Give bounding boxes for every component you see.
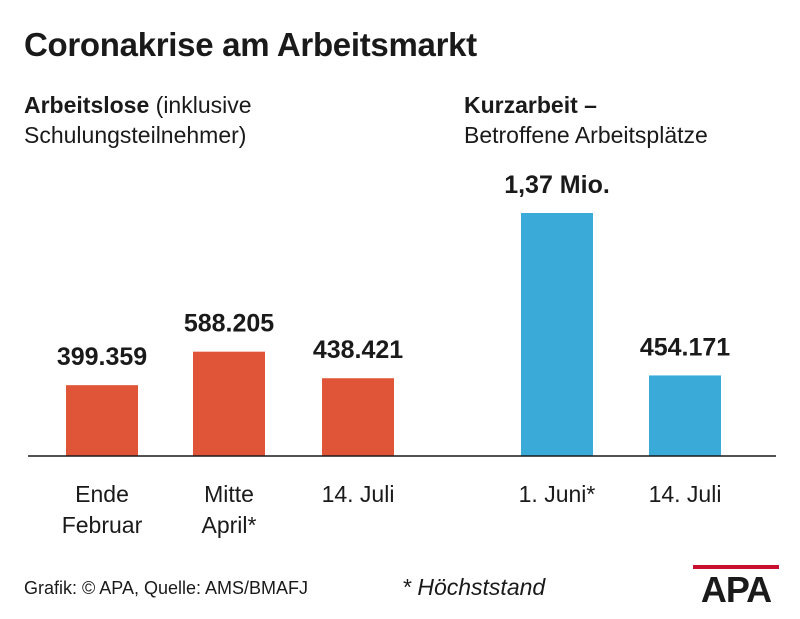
right-panel-heading: Kurzarbeit – Betroffene Arbeitsplätze — [464, 90, 708, 150]
bar — [66, 385, 138, 456]
category-label: 1. Juni* — [519, 481, 596, 507]
right-heading-bold: Kurzarbeit – — [464, 92, 597, 118]
left-heading-rest: (inklusive — [149, 92, 252, 118]
data-label: 1,37 Mio. — [504, 171, 610, 199]
data-label: 454.171 — [640, 333, 730, 361]
bar — [193, 351, 265, 456]
bar — [649, 375, 721, 456]
data-label: 399.359 — [57, 343, 147, 371]
source-credit: Grafik: © APA, Quelle: AMS/BMAFJ — [24, 578, 309, 598]
left-heading-line2: Schulungsteilnehmer) — [24, 122, 247, 148]
apa-logo: APA — [693, 565, 779, 605]
footnote: * Höchststand — [402, 574, 546, 600]
category-label: 14. Juli — [322, 481, 395, 507]
data-label: 588.205 — [184, 310, 274, 338]
logo-bar — [693, 565, 779, 569]
bar — [521, 213, 593, 456]
right-heading-line2: Betroffene Arbeitsplätze — [464, 122, 708, 148]
category-label: Mitte — [204, 481, 254, 507]
logo-text: APA — [701, 569, 772, 605]
category-label: 14. Juli — [649, 481, 722, 507]
bar — [322, 378, 394, 456]
category-label: Ende — [75, 481, 129, 507]
left-panel-heading: Arbeitslose (inklusive Schulungsteilnehm… — [24, 90, 252, 150]
data-label: 438.421 — [313, 336, 403, 364]
category-label: April* — [202, 512, 257, 538]
category-label: Februar — [62, 512, 143, 538]
left-heading-bold: Arbeitslose — [24, 92, 150, 118]
chart-title: Coronakrise am Arbeitsmarkt — [24, 26, 477, 63]
